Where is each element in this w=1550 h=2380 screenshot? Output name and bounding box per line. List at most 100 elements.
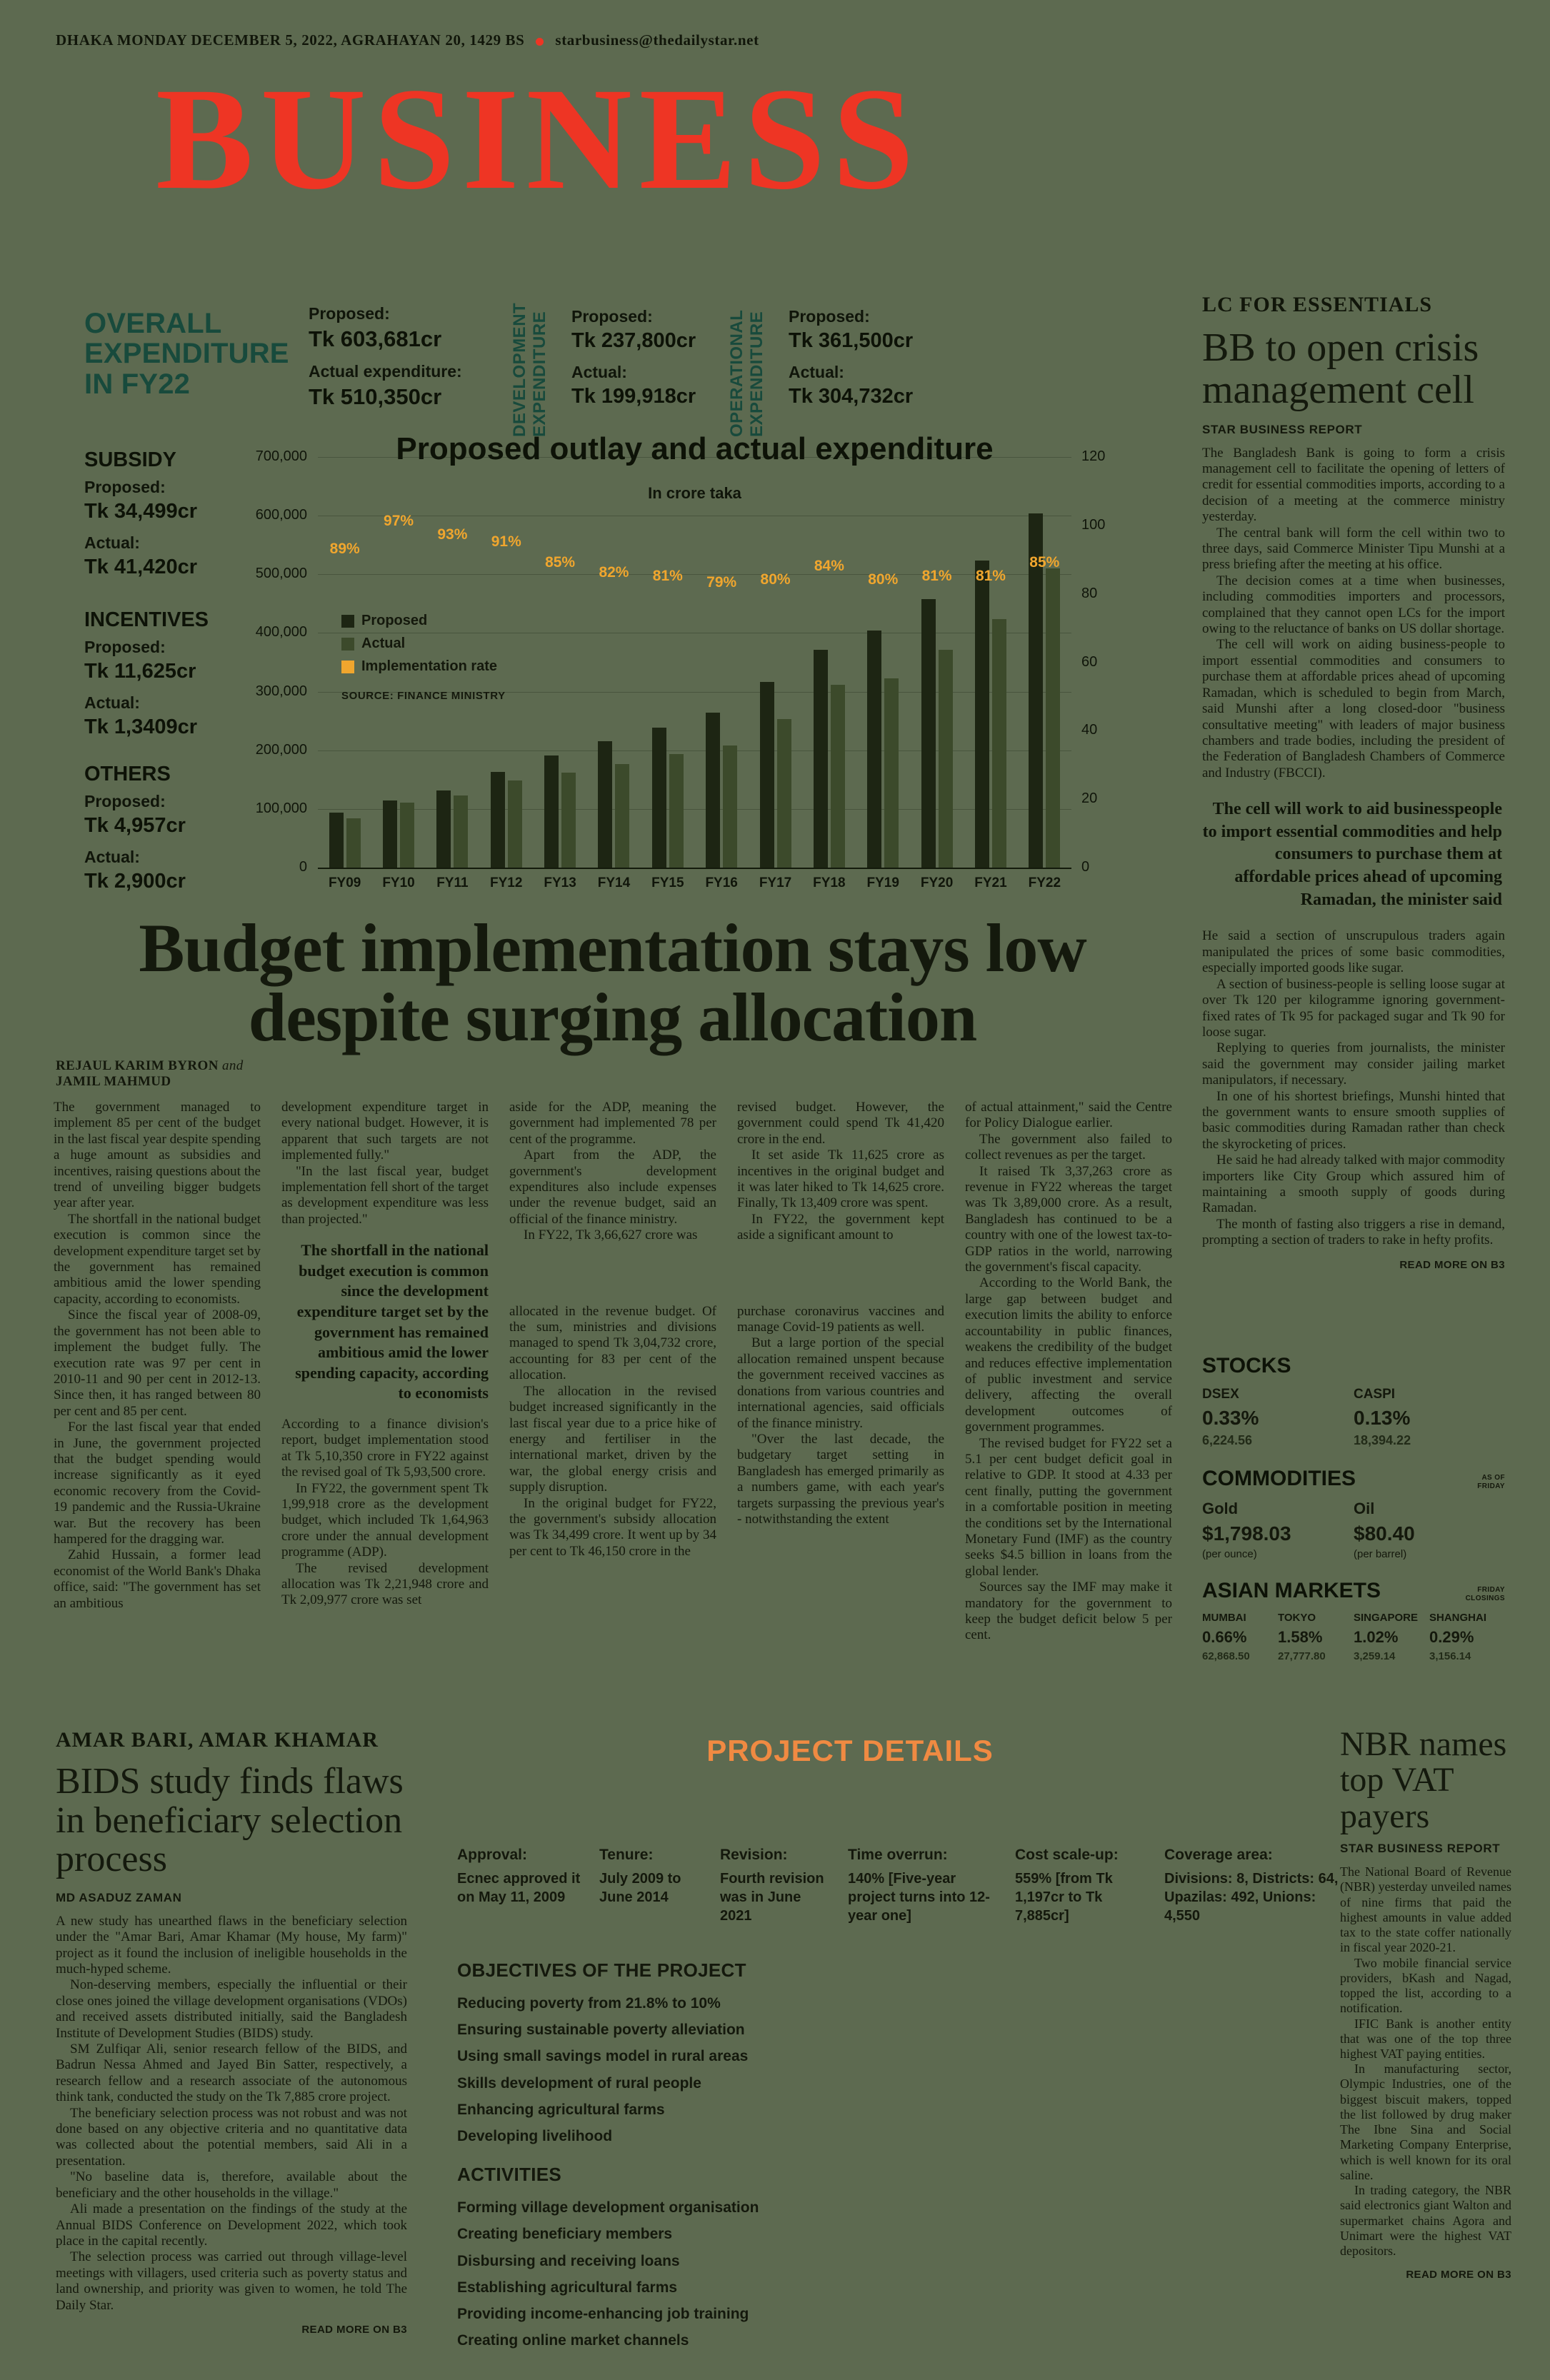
list-item: Reducing poverty from 21.8% to 10% — [457, 1995, 721, 2012]
actual-value: Tk 1,3409cr — [84, 715, 198, 738]
legend-swatch — [341, 614, 354, 628]
others-title: OTHERS — [84, 763, 171, 785]
commodity-price: $80.40 — [1354, 1522, 1415, 1545]
nbr-read-more-link[interactable]: READ MORE ON B3 — [1406, 2269, 1511, 2281]
paragraph: The government managed to implement 85 p… — [54, 1100, 261, 1211]
proposed-bar — [436, 790, 451, 868]
detail-approval: Approval: Ecnec approved it on May 11, 2… — [457, 1847, 586, 1925]
subsidy-title: SUBSIDY — [84, 448, 176, 471]
proposed-label: Proposed: — [84, 638, 166, 656]
actual-bar — [723, 745, 738, 868]
legend-label: Implementation rate — [361, 658, 498, 674]
bids-kicker: AMAR BARI, AMAR KHAMAR — [56, 1728, 379, 1752]
actual-bar — [400, 803, 415, 868]
asian-markets-heading: ASIAN MARKETS — [1202, 1579, 1381, 1602]
actual-bar — [776, 718, 791, 868]
list-item: Providing income-enhancing job training — [457, 2305, 749, 2322]
chart-gridline — [318, 808, 1071, 810]
bb-read-more-link[interactable]: READ MORE ON B3 — [1399, 1258, 1505, 1271]
email-link[interactable]: starbusiness@thedailystar.net — [555, 31, 759, 49]
bids-byline: MD ASADUZ ZAMAN — [56, 1890, 182, 1904]
detail-cost-scale-up: Cost scale-up: 559% [from Tk 1,197cr to … — [1015, 1847, 1151, 1925]
main-byline: REJAUL KARIM BYRON and JAMIL MAHMUD — [56, 1058, 384, 1090]
paragraph: of actual attainment," said the Centre f… — [965, 1100, 1172, 1131]
legend-swatch — [341, 637, 354, 651]
detail-label: Approval: — [457, 1847, 528, 1863]
byline-author-2: JAMIL MAHMUD — [56, 1074, 171, 1089]
market-change: 0.66% — [1202, 1628, 1247, 1646]
nbr-body: The National Board of Revenue (NBR) yest… — [1340, 1864, 1511, 2259]
bb-headline: BB to open crisis management cell — [1202, 326, 1479, 412]
implementation-rate-label: 82% — [599, 564, 629, 581]
chart-gridline — [318, 750, 1071, 751]
legend-swatch — [341, 660, 354, 673]
nbr-reporter: STAR BUSINESS REPORT — [1340, 1842, 1501, 1856]
x-axis-tick: FY18 — [813, 875, 846, 890]
paragraph: The decision comes at a time when busine… — [1202, 573, 1505, 637]
x-axis-tick: FY11 — [436, 875, 469, 890]
x-axis-tick: FY13 — [544, 875, 576, 890]
actual-label: Actual: — [571, 363, 627, 381]
x-axis-tick: FY17 — [759, 875, 792, 890]
project-details-section: PROJECT DETAILS Approval: Ecnec approved… — [457, 1734, 1343, 2358]
market-value: 62,868.50 — [1202, 1650, 1250, 1662]
x-axis-tick: FY20 — [920, 875, 954, 890]
y-axis-tick-left: 700,000 — [255, 448, 307, 464]
y-axis-tick-left: 600,000 — [255, 507, 307, 523]
y-axis-tick-right: 80 — [1081, 585, 1098, 601]
x-axis-tick: FY19 — [866, 875, 899, 890]
implementation-rate-label: 81% — [921, 567, 952, 584]
main-headline: Budget implementation stays low despite … — [139, 910, 1086, 1055]
actual-bar — [991, 619, 1006, 868]
separator-dot-icon — [536, 38, 544, 46]
operational-expenditure-stats: Proposed: Tk 361,500cr Actual: Tk 304,73… — [789, 307, 960, 408]
paragraph: It raised Tk 3,37,263 crore as revenue i… — [965, 1163, 1172, 1275]
proposed-bar — [1029, 513, 1044, 868]
chart-source: SOURCE: FINANCE MINISTRY — [341, 690, 506, 702]
proposed-label: Proposed: — [789, 307, 870, 326]
column-3-bottom: allocated in the revenue budget. Of the … — [509, 1304, 716, 1560]
commodities-heading: COMMODITIES — [1202, 1467, 1356, 1490]
others-block: OTHERS Proposed: Tk 4,957cr Actual: Tk 2… — [84, 763, 277, 893]
legend-item: Actual — [341, 636, 497, 652]
chart-x-axis: FY09 FY10 FY11 FY12 FY13 FY14 FY15 FY16 FY17 FY18… — [318, 875, 1071, 897]
paragraph: The beneficiary selection process was no… — [56, 2105, 407, 2169]
column-4-bottom: purchase coronavirus vaccines and manage… — [737, 1304, 944, 1528]
implementation-rate-label: 85% — [1029, 553, 1060, 571]
list-item: Creating beneficiary members — [457, 2226, 673, 2243]
list-item: Skills development of rural people — [457, 2074, 701, 2092]
actual-label: Actual expenditure: — [309, 362, 462, 381]
objectives-heading: OBJECTIVES OF THE PROJECT — [457, 1959, 746, 1981]
asian-markets-heading-row: ASIAN MARKETS FRIDAY CLOSINGS — [1202, 1579, 1505, 1603]
paragraph: He said he had already talked with major… — [1202, 1153, 1505, 1216]
market-change: 1.02% — [1354, 1628, 1399, 1646]
x-axis-tick: FY09 — [328, 875, 361, 890]
paragraph: But a large portion of the special alloc… — [737, 1335, 944, 1431]
paragraph: A section of business-people is selling … — [1202, 976, 1505, 1040]
paragraph: The month of fasting also triggers a ris… — [1202, 1216, 1505, 1248]
market-label: SHANGHAI — [1429, 1612, 1487, 1624]
commodity-unit: (per barrel) — [1354, 1548, 1407, 1560]
x-axis-tick: FY14 — [597, 875, 631, 890]
actual-value: Tk 199,918cr — [571, 385, 696, 408]
paragraph: In the original budget for FY22, the gov… — [509, 1495, 716, 1559]
commodity-label: Gold — [1202, 1500, 1239, 1517]
proposed-bar — [490, 772, 505, 868]
paragraph: allocated in the revenue budget. Of the … — [509, 1303, 716, 1383]
list-item: Disbursing and receiving loans — [457, 2252, 680, 2269]
column-gap — [737, 1244, 944, 1304]
list-item: Developing livelihood — [457, 2127, 613, 2144]
proposed-bar — [544, 755, 559, 868]
proposed-label: Proposed: — [84, 792, 166, 810]
detail-tenure: Tenure: July 2009 to June 2014 — [599, 1847, 706, 1925]
proposed-label: Proposed: — [309, 304, 390, 323]
y-axis-tick-left: 200,000 — [255, 741, 307, 758]
detail-value: 140% [Five-year project turns into 12-ye… — [848, 1871, 990, 1924]
paragraph: purchase coronavirus vaccines and manage… — [737, 1303, 944, 1335]
proposed-value: Tk 603,681cr — [309, 326, 442, 351]
bb-body-bottom: He said a section of unscrupulous trader… — [1202, 928, 1505, 1248]
paragraph: The central bank will form the cell with… — [1202, 525, 1505, 573]
bids-read-more-link[interactable]: READ MORE ON B3 — [301, 2323, 407, 2336]
paragraph: In one of his shortest briefings, Munshi… — [1202, 1088, 1505, 1152]
